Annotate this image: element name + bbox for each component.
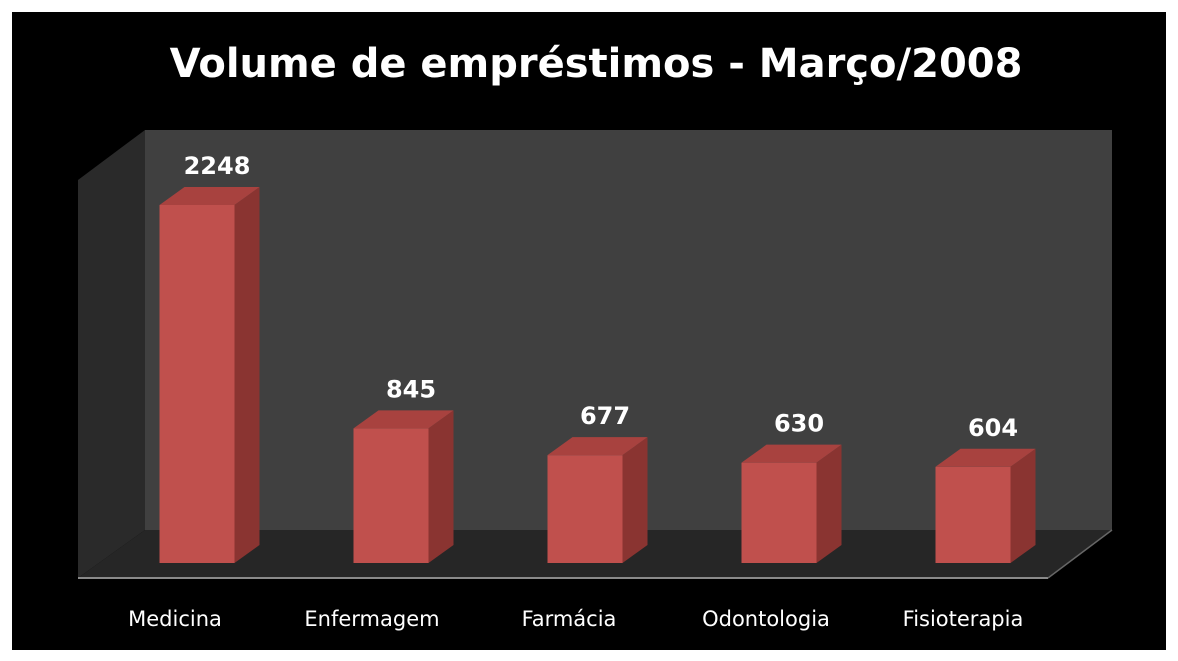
value-label: 604 <box>968 414 1018 442</box>
x-tick-label: Fisioterapia <box>903 607 1024 631</box>
bar-top <box>353 410 454 429</box>
value-label: 677 <box>580 402 630 430</box>
bar-side <box>622 437 648 563</box>
bar-top <box>547 437 648 456</box>
bar-top <box>741 444 842 463</box>
bar-side <box>428 410 454 563</box>
x-tick-label: Farmácia <box>522 607 617 631</box>
value-label: 2248 <box>184 152 251 180</box>
bar-side <box>816 444 842 563</box>
bar-top <box>159 187 260 205</box>
bar <box>935 466 1011 563</box>
bar <box>159 205 235 563</box>
bar-side <box>1010 448 1036 563</box>
bar-top <box>935 448 1036 467</box>
side-wall <box>78 130 145 578</box>
bar <box>353 428 429 563</box>
x-tick-label: Medicina <box>128 607 222 631</box>
chart-title: Volume de empréstimos - Março/2008 <box>170 41 1023 87</box>
x-tick-label: Odontologia <box>702 607 830 631</box>
x-tick-label: Enfermagem <box>304 607 439 631</box>
value-label: 630 <box>774 410 824 438</box>
value-label: 845 <box>386 375 436 403</box>
floor-edge <box>1047 529 1113 579</box>
bar <box>741 462 817 563</box>
bar <box>547 455 623 563</box>
bar-side <box>234 187 260 563</box>
